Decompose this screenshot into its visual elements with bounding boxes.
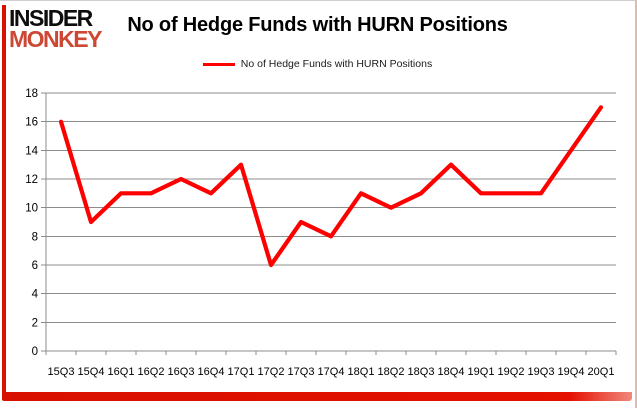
x-axis-label: 17Q3: [288, 366, 315, 378]
x-axis-label: 19Q1: [468, 366, 495, 378]
logo-line-insider: INSIDER: [9, 5, 93, 31]
y-axis-label: 0: [32, 346, 38, 358]
x-axis-label: 15Q4: [78, 366, 105, 378]
x-axis-label: 19Q4: [558, 366, 585, 378]
y-axis-label: 6: [32, 260, 38, 272]
y-axis-label: 14: [25, 145, 38, 157]
x-axis-label: 19Q2: [498, 366, 525, 378]
y-axis-label: 10: [25, 203, 38, 215]
x-axis-label: 16Q3: [168, 366, 195, 378]
x-axis-label: 18Q3: [408, 366, 435, 378]
x-axis-label: 16Q1: [108, 366, 135, 378]
x-axis-label: 18Q2: [378, 366, 405, 378]
legend: No of Hedge Funds with HURN Positions: [0, 57, 635, 71]
legend-line-swatch: [202, 62, 235, 66]
x-axis-label: 18Q1: [348, 366, 375, 378]
legend-label: No of Hedge Funds with HURN Positions: [240, 58, 433, 70]
x-axis-label: 16Q2: [138, 366, 165, 378]
x-axis-label: 17Q1: [228, 366, 255, 378]
x-axis-label: 20Q1: [588, 366, 615, 378]
y-axis-label: 12: [25, 174, 38, 186]
x-axis-label: 17Q4: [318, 366, 345, 378]
bottom-accent-border: [2, 392, 632, 401]
y-axis-label: 2: [32, 317, 38, 329]
data-line-series: [58, 105, 604, 268]
y-axis-label: 16: [25, 117, 38, 129]
x-axis-label: 16Q4: [198, 366, 225, 378]
x-axis-label: 19Q3: [528, 366, 555, 378]
y-axis-label: 18: [25, 88, 38, 100]
insider-monkey-logo: INSIDER MONKEY: [9, 5, 102, 52]
chart-title: No of Hedge Funds with HURN Positions: [127, 14, 508, 36]
logo-line-monkey: MONKEY: [9, 26, 102, 52]
x-axis-label: 17Q2: [258, 366, 285, 378]
y-axis-label: 8: [32, 231, 38, 243]
x-axis-label: 15Q3: [48, 366, 75, 378]
x-axis-label: 18Q4: [438, 366, 465, 378]
left-accent-border: [2, 5, 6, 400]
y-axis-label: 4: [32, 289, 39, 301]
